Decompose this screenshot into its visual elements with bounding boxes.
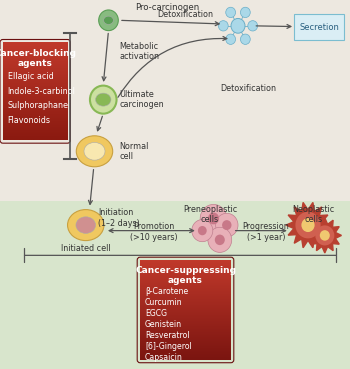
Ellipse shape: [104, 16, 113, 24]
Text: Genistein: Genistein: [145, 320, 182, 329]
Text: Initiation
(1–2 days): Initiation (1–2 days): [98, 208, 140, 228]
Circle shape: [192, 220, 213, 242]
Text: Ultimate
carcinogen: Ultimate carcinogen: [119, 90, 164, 109]
Text: Cancer-blocking
agents: Cancer-blocking agents: [0, 49, 76, 69]
Circle shape: [240, 34, 250, 44]
Ellipse shape: [90, 86, 117, 114]
Text: Cancer-suppressing
agents: Cancer-suppressing agents: [135, 266, 236, 286]
Circle shape: [248, 21, 258, 31]
Circle shape: [216, 213, 238, 237]
Circle shape: [231, 18, 245, 33]
Circle shape: [226, 7, 236, 18]
Circle shape: [208, 227, 232, 252]
Circle shape: [208, 213, 219, 224]
Circle shape: [198, 226, 207, 235]
Text: Secretion: Secretion: [300, 23, 339, 32]
Ellipse shape: [68, 210, 104, 241]
Text: Detoxification: Detoxification: [220, 84, 276, 93]
Text: Flavonoids: Flavonoids: [8, 116, 51, 125]
Ellipse shape: [76, 217, 96, 233]
Circle shape: [200, 204, 227, 232]
Text: Progression
(>1 year): Progression (>1 year): [243, 222, 289, 242]
Ellipse shape: [99, 10, 118, 31]
Text: Pro-carcinogen: Pro-carcinogen: [135, 3, 199, 12]
Text: Ellagic acid: Ellagic acid: [8, 72, 54, 81]
Text: Detoxification: Detoxification: [158, 10, 214, 19]
Polygon shape: [308, 218, 342, 253]
FancyBboxPatch shape: [0, 0, 350, 201]
Text: Initiated cell: Initiated cell: [61, 244, 111, 252]
Text: Preneoplastic
cells: Preneoplastic cells: [183, 205, 237, 224]
Text: Capsaicin: Capsaicin: [145, 353, 183, 362]
Ellipse shape: [84, 142, 105, 160]
Text: EGCG: EGCG: [145, 309, 167, 318]
Text: β-Carotene: β-Carotene: [145, 287, 188, 296]
Circle shape: [320, 230, 330, 241]
FancyBboxPatch shape: [0, 201, 350, 369]
Circle shape: [315, 225, 334, 245]
Ellipse shape: [76, 136, 113, 167]
Circle shape: [222, 220, 231, 230]
Circle shape: [215, 235, 225, 245]
FancyBboxPatch shape: [294, 14, 344, 40]
Circle shape: [295, 212, 321, 238]
Circle shape: [240, 7, 250, 18]
Text: [6]-Gingerol: [6]-Gingerol: [145, 342, 192, 351]
Polygon shape: [286, 203, 330, 248]
Text: Promotion
(>10 years): Promotion (>10 years): [130, 222, 178, 242]
Ellipse shape: [96, 93, 111, 106]
Text: Metabolic
activation: Metabolic activation: [119, 42, 159, 61]
Text: Curcumin: Curcumin: [145, 298, 183, 307]
Circle shape: [218, 21, 228, 31]
Text: Normal
cell: Normal cell: [119, 142, 148, 161]
Text: Indole-3-carbinol: Indole-3-carbinol: [8, 87, 76, 96]
Text: Resveratrol: Resveratrol: [145, 331, 189, 340]
Text: Neoplastic
cells: Neoplastic cells: [292, 205, 334, 224]
Circle shape: [226, 34, 236, 44]
Circle shape: [301, 218, 315, 232]
Text: Sulphoraphane: Sulphoraphane: [8, 101, 69, 110]
